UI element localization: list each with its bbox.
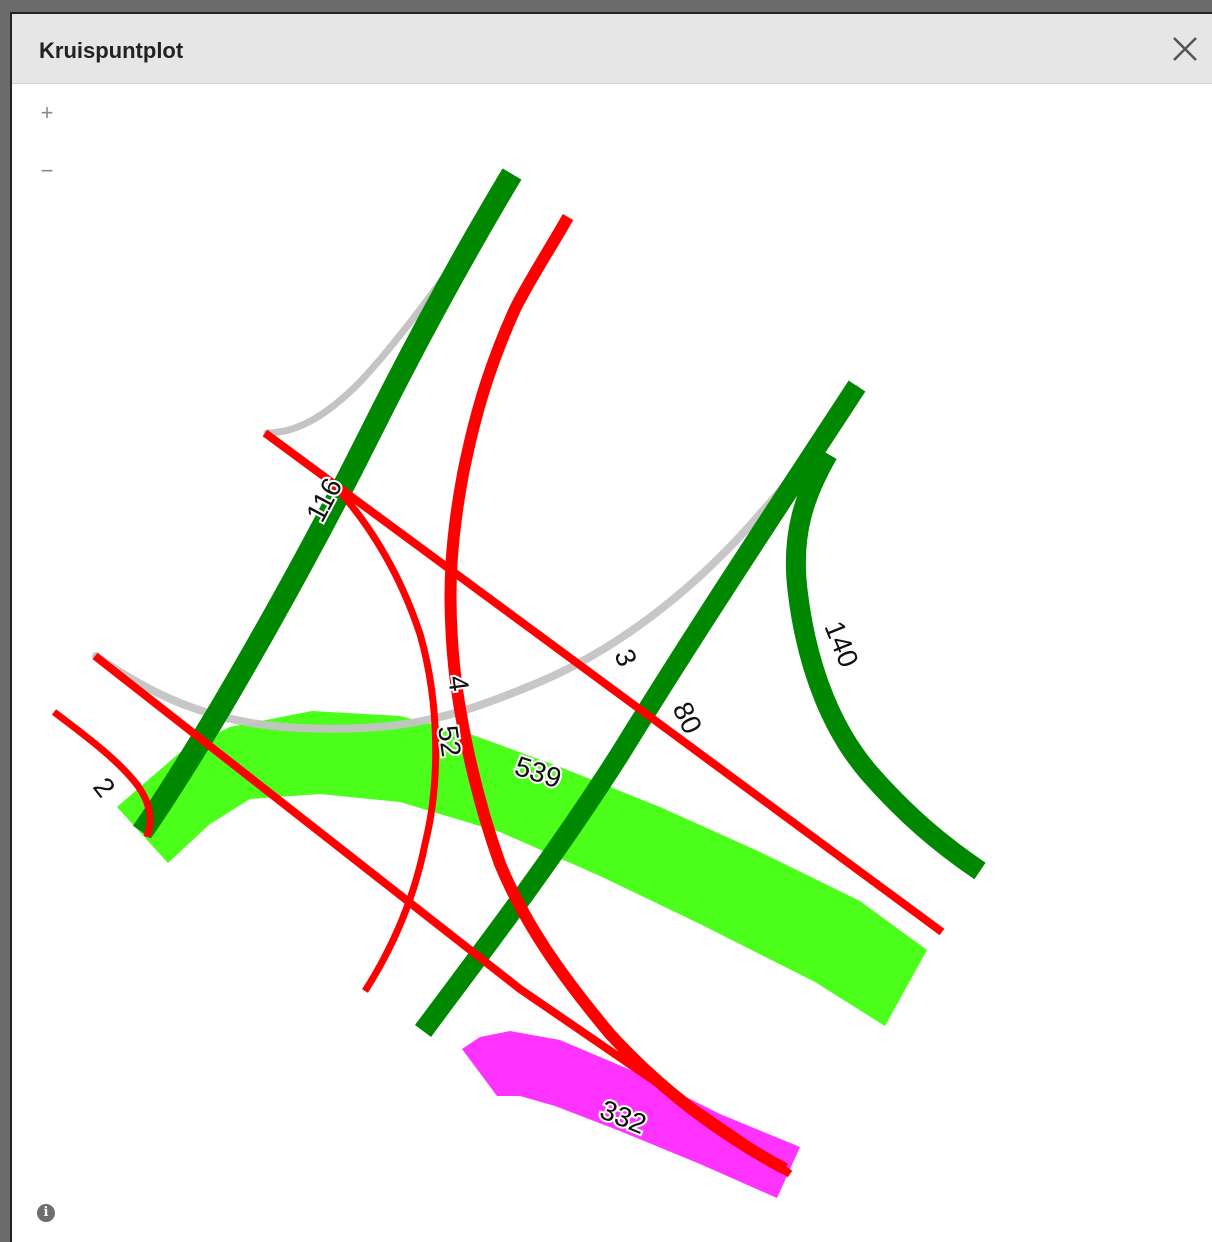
flow-long-red-line — [92, 652, 793, 1178]
flow-140-label: 140 — [818, 617, 864, 672]
info-icon[interactable]: i — [37, 1204, 55, 1222]
flow-4-line — [444, 214, 788, 1175]
flow-4-label: 4 — [442, 674, 475, 694]
dialog-titlebar: Kruispuntplot — [12, 14, 1212, 84]
kruispuntplot-dialog: Kruispuntplot — [10, 12, 1212, 1242]
flow-52-label: 52 — [432, 724, 467, 759]
flow-52-line — [330, 481, 440, 993]
close-icon — [1173, 37, 1197, 61]
flow-539-band — [117, 711, 927, 1026]
map-area[interactable]: 116 140 80 539 332 3 4 52 2 + − i — [12, 84, 1212, 1242]
zoom-in-button[interactable]: + — [40, 100, 54, 125]
flow-3-label: 3 — [608, 645, 643, 671]
close-button[interactable] — [1168, 32, 1202, 66]
flow-map: 116 140 80 539 332 3 4 52 2 — [51, 168, 986, 1198]
flow-2-label: 2 — [87, 772, 121, 803]
zoom-out-button[interactable]: − — [40, 158, 54, 183]
flow-80-band — [414, 380, 866, 1037]
dialog-title: Kruispuntplot — [39, 38, 184, 63]
flow-3-line — [262, 429, 945, 936]
flow-332-band — [462, 1031, 800, 1198]
flow-140-band — [785, 449, 986, 880]
flow-116-band — [132, 168, 522, 839]
flow-2-line — [51, 709, 154, 839]
